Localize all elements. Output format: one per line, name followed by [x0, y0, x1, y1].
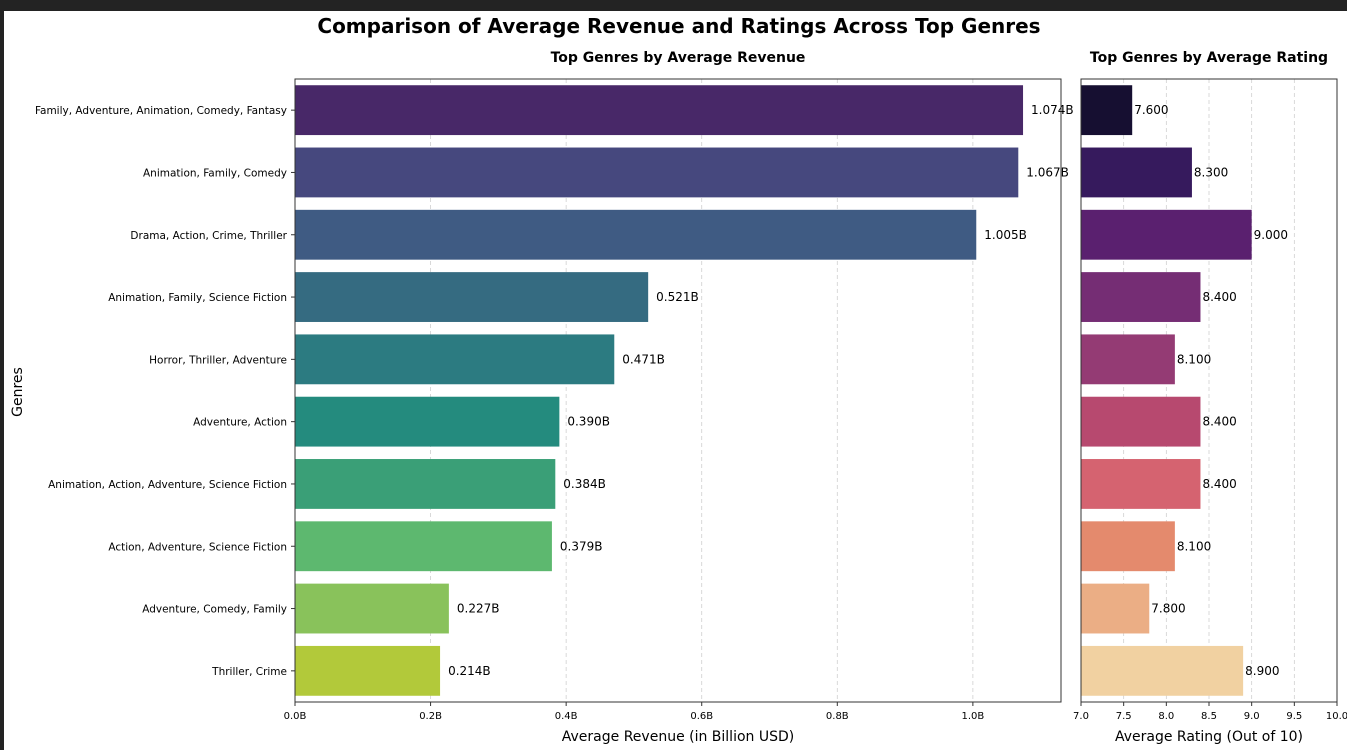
- revenue-x-tick-label: 1.0B: [961, 711, 984, 722]
- revenue-bar: [295, 521, 552, 572]
- revenue-x-tick-label: 0.0B: [284, 711, 307, 722]
- y-tick-label: Animation, Family, Science Fiction: [108, 292, 287, 304]
- revenue-bar: [295, 147, 1019, 198]
- rating-bar: [1081, 459, 1201, 509]
- rating-x-tick-label: 9.0: [1244, 711, 1260, 722]
- revenue-bar: [295, 85, 1024, 136]
- rating-value-label: 8.100: [1177, 352, 1211, 366]
- y-tick-label: Animation, Action, Adventure, Science Fi…: [48, 479, 287, 491]
- revenue-x-axis-label: Average Revenue (in Billion USD): [561, 729, 795, 745]
- rating-chart-title: Top Genres by Average Rating: [1089, 50, 1329, 66]
- rating-value-label: 8.300: [1194, 165, 1228, 179]
- rating-bar: [1081, 334, 1175, 385]
- rating-bar: [1081, 645, 1244, 696]
- rating-x-tick-label: 7.5: [1116, 711, 1132, 722]
- revenue-x-tick-label: 0.4B: [555, 711, 578, 722]
- revenue-value-label: 0.214B: [448, 664, 491, 678]
- rating-value-label: 7.800: [1151, 602, 1185, 616]
- rating-x-tick-label: 8.0: [1158, 711, 1174, 722]
- rating-bar: [1081, 396, 1201, 447]
- rating-bar: [1081, 147, 1192, 198]
- revenue-bar: [295, 334, 615, 385]
- rating-value-label: 8.900: [1245, 664, 1279, 678]
- revenue-bar: [295, 272, 649, 322]
- rating-x-tick-label: 9.5: [1286, 711, 1302, 722]
- revenue-x-tick-label: 0.8B: [826, 711, 849, 722]
- revenue-plot-frame: [294, 78, 1062, 703]
- rating-bar: [1081, 521, 1175, 572]
- rating-x-axis-label: Average Rating (Out of 10): [1114, 729, 1304, 745]
- revenue-chart-title: Top Genres by Average Revenue: [550, 50, 806, 66]
- revenue-value-label: 0.471B: [622, 352, 665, 366]
- y-tick-label: Drama, Action, Crime, Thriller: [130, 230, 287, 242]
- revenue-x-tick-label: 0.6B: [690, 711, 713, 722]
- revenue-bar: [295, 645, 441, 696]
- rating-x-tick-label: 7.0: [1073, 711, 1089, 722]
- revenue-value-label: 1.067B: [1026, 165, 1069, 179]
- rating-value-label: 7.600: [1134, 103, 1168, 117]
- rating-x-tick-label: 8.5: [1201, 711, 1217, 722]
- rating-bar: [1081, 85, 1133, 136]
- revenue-value-label: 0.521B: [656, 290, 699, 304]
- revenue-bar: [295, 209, 977, 260]
- revenue-value-label: 1.074B: [1031, 103, 1074, 117]
- rating-value-label: 8.100: [1177, 539, 1211, 553]
- rating-value-label: 8.400: [1202, 477, 1236, 491]
- rating-value-label: 9.000: [1254, 228, 1288, 242]
- revenue-value-label: 0.227B: [457, 602, 500, 616]
- y-tick-label: Thriller, Crime: [211, 666, 287, 678]
- y-tick-label: Family, Adventure, Animation, Comedy, Fa…: [35, 105, 287, 117]
- revenue-value-label: 0.384B: [563, 477, 606, 491]
- revenue-value-label: 0.390B: [567, 415, 610, 429]
- rating-bar: [1081, 209, 1252, 260]
- y-tick-label: Animation, Family, Comedy: [143, 167, 287, 179]
- rating-bar: [1081, 272, 1201, 322]
- y-tick-label: Adventure, Action: [193, 417, 287, 429]
- revenue-bar: [295, 459, 556, 509]
- revenue-x-tick-label: 0.2B: [419, 711, 442, 722]
- y-tick-label: Action, Adventure, Science Fiction: [108, 541, 287, 553]
- rating-x-tick-label: 10.0: [1326, 711, 1347, 722]
- rating-value-label: 8.400: [1202, 415, 1236, 429]
- rating-bar: [1081, 583, 1150, 634]
- revenue-value-label: 1.005B: [984, 228, 1027, 242]
- revenue-bar: [295, 583, 449, 634]
- rating-value-label: 8.400: [1202, 290, 1236, 304]
- revenue-bar: [295, 396, 560, 447]
- y-tick-label: Horror, Thriller, Adventure: [149, 354, 287, 366]
- revenue-value-label: 0.379B: [560, 539, 603, 553]
- y-tick-label: Adventure, Comedy, Family: [142, 604, 287, 616]
- chart-title: Comparison of Average Revenue and Rating…: [317, 14, 1041, 38]
